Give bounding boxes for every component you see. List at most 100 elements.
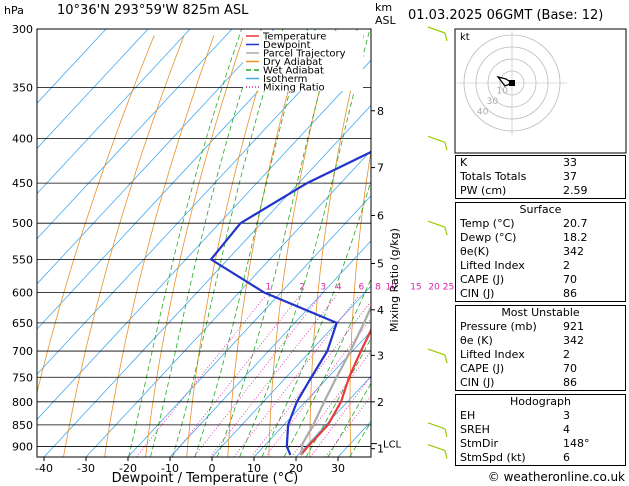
mixing-ratio-line: [193, 295, 322, 457]
km-tick-label: 2: [377, 396, 384, 409]
isotherm-line: [211, 285, 371, 457]
wind-barb: [427, 26, 446, 34]
isotherm-line: [37, 29, 149, 149]
mu-value: 70: [563, 362, 577, 375]
isotherm-line: [37, 29, 107, 104]
wet-adiabat-line: [283, 278, 371, 457]
pressure-tick-label: 850: [12, 419, 33, 432]
temperature-tick-label: -10: [161, 462, 179, 475]
surface-label: Lifted Index: [460, 259, 525, 272]
mu-value: 2: [563, 348, 570, 361]
hodo-value: 148°: [563, 437, 590, 450]
wet-adiabat-line: [194, 29, 308, 457]
surface-value: 70: [563, 273, 577, 286]
mixing-ratio-line: [264, 318, 371, 457]
index-value: 33: [563, 156, 577, 169]
isotherm-line: [37, 59, 371, 420]
pressure-tick-label: 700: [12, 345, 33, 358]
mixing-ratio-label: 2: [299, 282, 305, 292]
index-label: Totals Totals: [460, 170, 527, 183]
mu-value: 921: [563, 320, 584, 333]
isotherm-line: [295, 375, 371, 457]
mixing-ratio-line: [310, 375, 371, 457]
legend-entry: Parcel Trajectory: [263, 49, 346, 60]
surface-row: Temp (°C) 20.7: [456, 217, 625, 231]
mixing-ratio-line: [171, 295, 301, 457]
wind-barb: [427, 422, 446, 430]
temperature-tick-label: -30: [77, 462, 95, 475]
mu-row: CIN (J) 86: [456, 376, 625, 390]
index-row: PW (cm) 2.59: [456, 184, 625, 198]
km-tick-label: 3: [377, 349, 384, 362]
mixing-ratio-label: 20: [428, 282, 440, 292]
hpa-label: hPa: [4, 4, 24, 17]
mu-value: 86: [563, 376, 577, 389]
mixing-ratio-label: 15: [410, 282, 421, 292]
series-dewpoint: [209, 150, 371, 456]
pressure-tick-label: 500: [12, 217, 33, 230]
mu-label: CIN (J): [460, 376, 495, 389]
wind-barb-flag: [444, 32, 448, 42]
km-label: km: [375, 1, 392, 14]
hodo-value: 4: [563, 423, 570, 436]
surface-row: θe(K) 342: [456, 245, 625, 259]
mu-label: θe (K): [460, 334, 493, 347]
wet-adiabat-line: [150, 29, 262, 457]
wind-barb-flag: [444, 428, 448, 438]
index-row: K 33: [456, 156, 625, 170]
hodo-label: EH: [460, 409, 476, 422]
surface-row: CAPE (J) 70: [456, 273, 625, 287]
location-title: 10°36'N 293°59'W 825m ASL: [57, 3, 249, 18]
dry-adiabat-line: [309, 35, 364, 457]
index-value: 37: [563, 170, 577, 183]
mixing-ratio-label: 4: [336, 282, 342, 292]
surface-value: 20.7: [563, 217, 588, 230]
wet-adiabat-line: [261, 179, 371, 457]
index-row: Totals Totals 37: [456, 170, 625, 184]
hodo-label: StmSpd (kt): [460, 451, 526, 464]
mixing-ratio-line: [250, 300, 371, 457]
km-tick-label: 7: [377, 162, 384, 175]
legend-entry: Temperature: [262, 32, 326, 43]
index-label: PW (cm): [460, 184, 507, 197]
hodo-row: EH 3: [456, 409, 625, 423]
mu-label: CAPE (J): [460, 362, 505, 375]
pressure-tick-label: 450: [12, 177, 33, 190]
x-axis-label: Dewpoint / Temperature (°C): [112, 471, 299, 486]
surface-row: CIN (J) 86: [456, 287, 625, 301]
mu-value: 342: [563, 334, 584, 347]
hodo-value: 6: [563, 451, 570, 464]
wet-adiabat-line: [327, 382, 371, 457]
most-unstable-panel: Most Unstable Pressure (mb) 921 θe (K) 342…: [455, 305, 626, 391]
hodograph-kt-label: kt: [460, 32, 470, 43]
pressure-tick-label: 550: [12, 253, 33, 266]
dry-adiabat-line: [349, 148, 371, 457]
temperature-tick-label: 30: [331, 462, 345, 475]
surface-label: Dewp (°C): [460, 231, 517, 244]
hodo-value: 3: [563, 409, 570, 422]
mu-label: Lifted Index: [460, 348, 525, 361]
wind-barb: [427, 348, 446, 356]
isotherm-line: [37, 29, 275, 285]
km-tick-label: 4: [377, 304, 384, 317]
plot-frame: [36, 28, 372, 458]
mixing-ratio-line: [135, 295, 267, 457]
wind-barb-flag: [444, 227, 448, 236]
mixing-ratio-label: 25: [443, 282, 454, 292]
km-tick-label: 1: [377, 443, 384, 456]
legend-entry: Mixing Ratio: [263, 83, 325, 94]
surface-row: Lifted Index 2: [456, 259, 625, 273]
mu-row: Lifted Index 2: [456, 348, 625, 362]
mixing-ratio-label: 1: [265, 282, 271, 292]
hodo-label: SREH: [460, 423, 490, 436]
legend-entry: Isotherm: [263, 74, 307, 85]
surface-label: θe(K): [460, 245, 490, 258]
temperature-tick-label: 0: [209, 462, 216, 475]
surface-title: Surface: [519, 203, 562, 216]
wind-barb-flag: [444, 354, 448, 364]
surface-label: Temp (°C): [460, 217, 515, 230]
legend-entry: Dry Adiabat: [263, 57, 322, 68]
hodo-row: StmDir 148°: [456, 437, 625, 451]
